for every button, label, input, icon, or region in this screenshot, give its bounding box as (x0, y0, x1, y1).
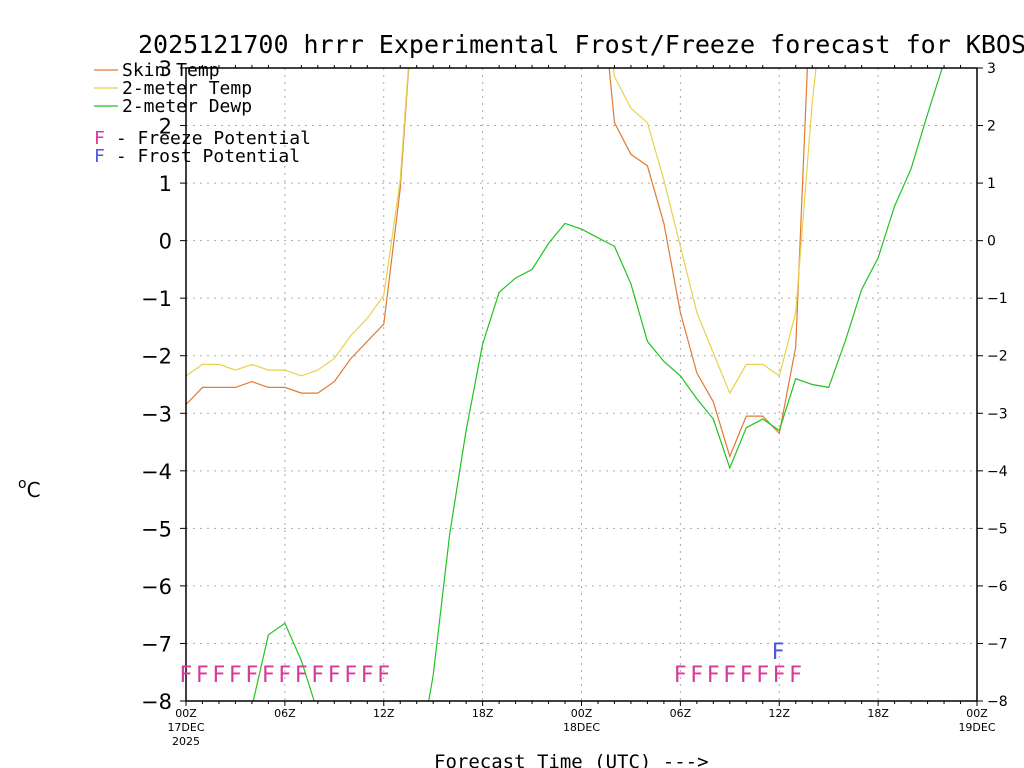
y-tick-label-right-8: −5 (987, 521, 1008, 537)
y-tick-label-left-11: −8 (141, 690, 172, 714)
y-tick-label-left-7: −4 (141, 460, 172, 484)
freeze-potential-mark-10: F (344, 663, 357, 688)
freeze-potential-mark-9: F (328, 663, 341, 688)
y-tick-label-left-0: 3 (159, 57, 172, 81)
freeze-potential-mark-20: F (789, 663, 802, 688)
series-line-skin-temp (186, 68, 808, 459)
series-line-2-meter-dewp (252, 68, 943, 701)
x-axis-label: Forecast Time (UTC) ---> (434, 751, 709, 768)
y-tick-label-right-3: 0 (987, 234, 996, 250)
x-tick-sublabel-4: 18DEC (563, 721, 600, 734)
x-tick-label-1: 06Z (274, 707, 296, 720)
freeze-potential-mark-2: F (213, 663, 226, 688)
x-tick-label-5: 06Z (670, 707, 692, 720)
y-tick-label-right-5: −2 (987, 349, 1008, 365)
freeze-potential-mark-7: F (295, 663, 308, 688)
x-tick-label-0: 00Z (175, 707, 197, 720)
legend-label-2m-temp: 2-meter Temp (122, 78, 252, 99)
freeze-potential-mark-13: F (674, 663, 687, 688)
legend: Skin Temp 2-meter Temp 2-meter Dewp F - … (94, 60, 311, 167)
y-tick-label-left-10: −7 (141, 632, 172, 656)
legend-freeze-label: - Freeze Potential (105, 128, 311, 149)
y-tick-label-left-3: 0 (159, 230, 172, 254)
legend-label-2m-dewp: 2-meter Dewp (122, 96, 252, 117)
y-tick-label-right-10: −7 (987, 636, 1008, 652)
x-tick-label-3: 18Z (472, 707, 494, 720)
freeze-potential-mark-18: F (756, 663, 769, 688)
x-tick-label-7: 18Z (867, 707, 889, 720)
y-tick-label-left-8: −5 (141, 517, 172, 541)
x-tick-sublabel2-0: 2025 (172, 735, 200, 748)
series-group (186, 68, 943, 701)
freeze-potential-mark-16: F (723, 663, 736, 688)
y-tick-label-left-6: −3 (141, 402, 172, 426)
y-tick-label-right-6: −3 (987, 406, 1008, 422)
x-tick-label-6: 12Z (768, 707, 790, 720)
freeze-potential-mark-8: F (312, 663, 325, 688)
freeze-potential-mark-14: F (691, 663, 704, 688)
freeze-potential-mark-4: F (246, 663, 259, 688)
y-axis-label-degree: o (18, 476, 27, 492)
frost-potential-mark-0: F (772, 640, 785, 665)
x-tick-label-2: 12Z (373, 707, 395, 720)
freeze-potential-mark-5: F (262, 663, 275, 688)
y-axis-label-unit: C (27, 478, 41, 502)
legend-freeze-letter: F (94, 128, 105, 149)
freeze-potential-mark-15: F (707, 663, 720, 688)
y-tick-label-right-1: 2 (987, 119, 996, 135)
freeze-potential-mark-11: F (361, 663, 374, 688)
y-tick-label-left-1: 2 (159, 115, 172, 139)
freeze-potential-mark-19: F (773, 663, 786, 688)
y-tick-label-right-7: −4 (987, 464, 1008, 480)
x-tick-label-8: 00Z (966, 707, 988, 720)
y-tick-label-right-11: −8 (987, 694, 1008, 710)
y-tick-label-left-9: −6 (141, 575, 172, 599)
legend-frost-label: - Frost Potential (105, 146, 300, 167)
freeze-potential-mark-3: F (229, 663, 242, 688)
freeze-potential-mark-17: F (740, 663, 753, 688)
freeze-potential-mark-0: F (180, 663, 193, 688)
x-tick-sublabel-0: 17DEC (167, 721, 204, 734)
y-axis: 3 3 2 2 1 1 0 0 −1 −1 −2 −2 −3 −3 −4 −4 −5 −5 −6 −6 −7 −7 −8 −8 (141, 57, 1008, 714)
freeze-potential-mark-12: F (377, 663, 390, 688)
series-line-2-meter-temp (186, 68, 817, 395)
y-tick-label-left-2: 1 (159, 172, 172, 196)
y-tick-label-right-4: −1 (987, 291, 1008, 307)
x-tick-label-4: 00Z (571, 707, 593, 720)
chart-title: 2025121700 hrrr Experimental Frost/Freez… (138, 30, 1024, 59)
potential-markers: F F F F F F F F F F F F F F F F F F F F FF (180, 640, 802, 688)
y-tick-label-left-5: −2 (141, 345, 172, 369)
freeze-potential-mark-6: F (279, 663, 292, 688)
y-tick-label-right-2: 1 (987, 176, 996, 192)
x-tick-sublabel-8: 19DEC (958, 721, 995, 734)
legend-label-skin-temp: Skin Temp (122, 60, 220, 81)
freeze-potential-mark-1: F (196, 663, 209, 688)
legend-frost-letter: F (94, 146, 105, 167)
y-axis-label: oC (18, 476, 41, 502)
gridlines (186, 68, 977, 701)
y-tick-label-left-4: −1 (141, 287, 172, 311)
y-tick-label-right-9: −6 (987, 579, 1008, 595)
y-tick-label-right-0: 3 (987, 61, 996, 77)
